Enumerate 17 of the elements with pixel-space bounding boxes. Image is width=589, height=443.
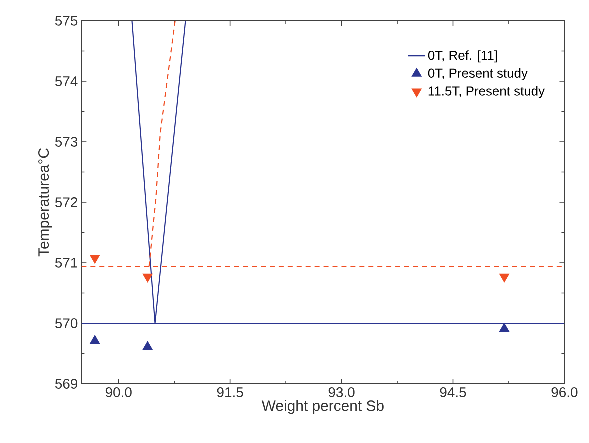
x-tick-label: 93.0: [328, 388, 355, 398]
legend-label: 0T, Present study: [428, 68, 528, 81]
y-tick-label: 572: [55, 198, 78, 208]
y-axis-title: Temperaturea°C: [38, 148, 52, 257]
y-tick-label: 575: [55, 16, 78, 26]
legend-label: 0T, Ref. [11]: [428, 50, 498, 63]
x-axis-title: Weight percent Sb: [262, 400, 384, 414]
y-tick-label: 573: [55, 137, 78, 147]
x-tick-label: 91.5: [217, 388, 244, 398]
x-tick-label: 94.5: [440, 388, 466, 398]
y-tick-label: 570: [55, 318, 78, 328]
legend-label: 11.5T, Present study: [428, 86, 545, 98]
x-tick-label: 96.0: [552, 388, 578, 398]
x-tick-label: 90.0: [106, 388, 132, 398]
y-tick-label: 574: [55, 76, 78, 86]
y-tick-label: 571: [55, 258, 78, 268]
y-tick-label: 569: [55, 379, 78, 389]
